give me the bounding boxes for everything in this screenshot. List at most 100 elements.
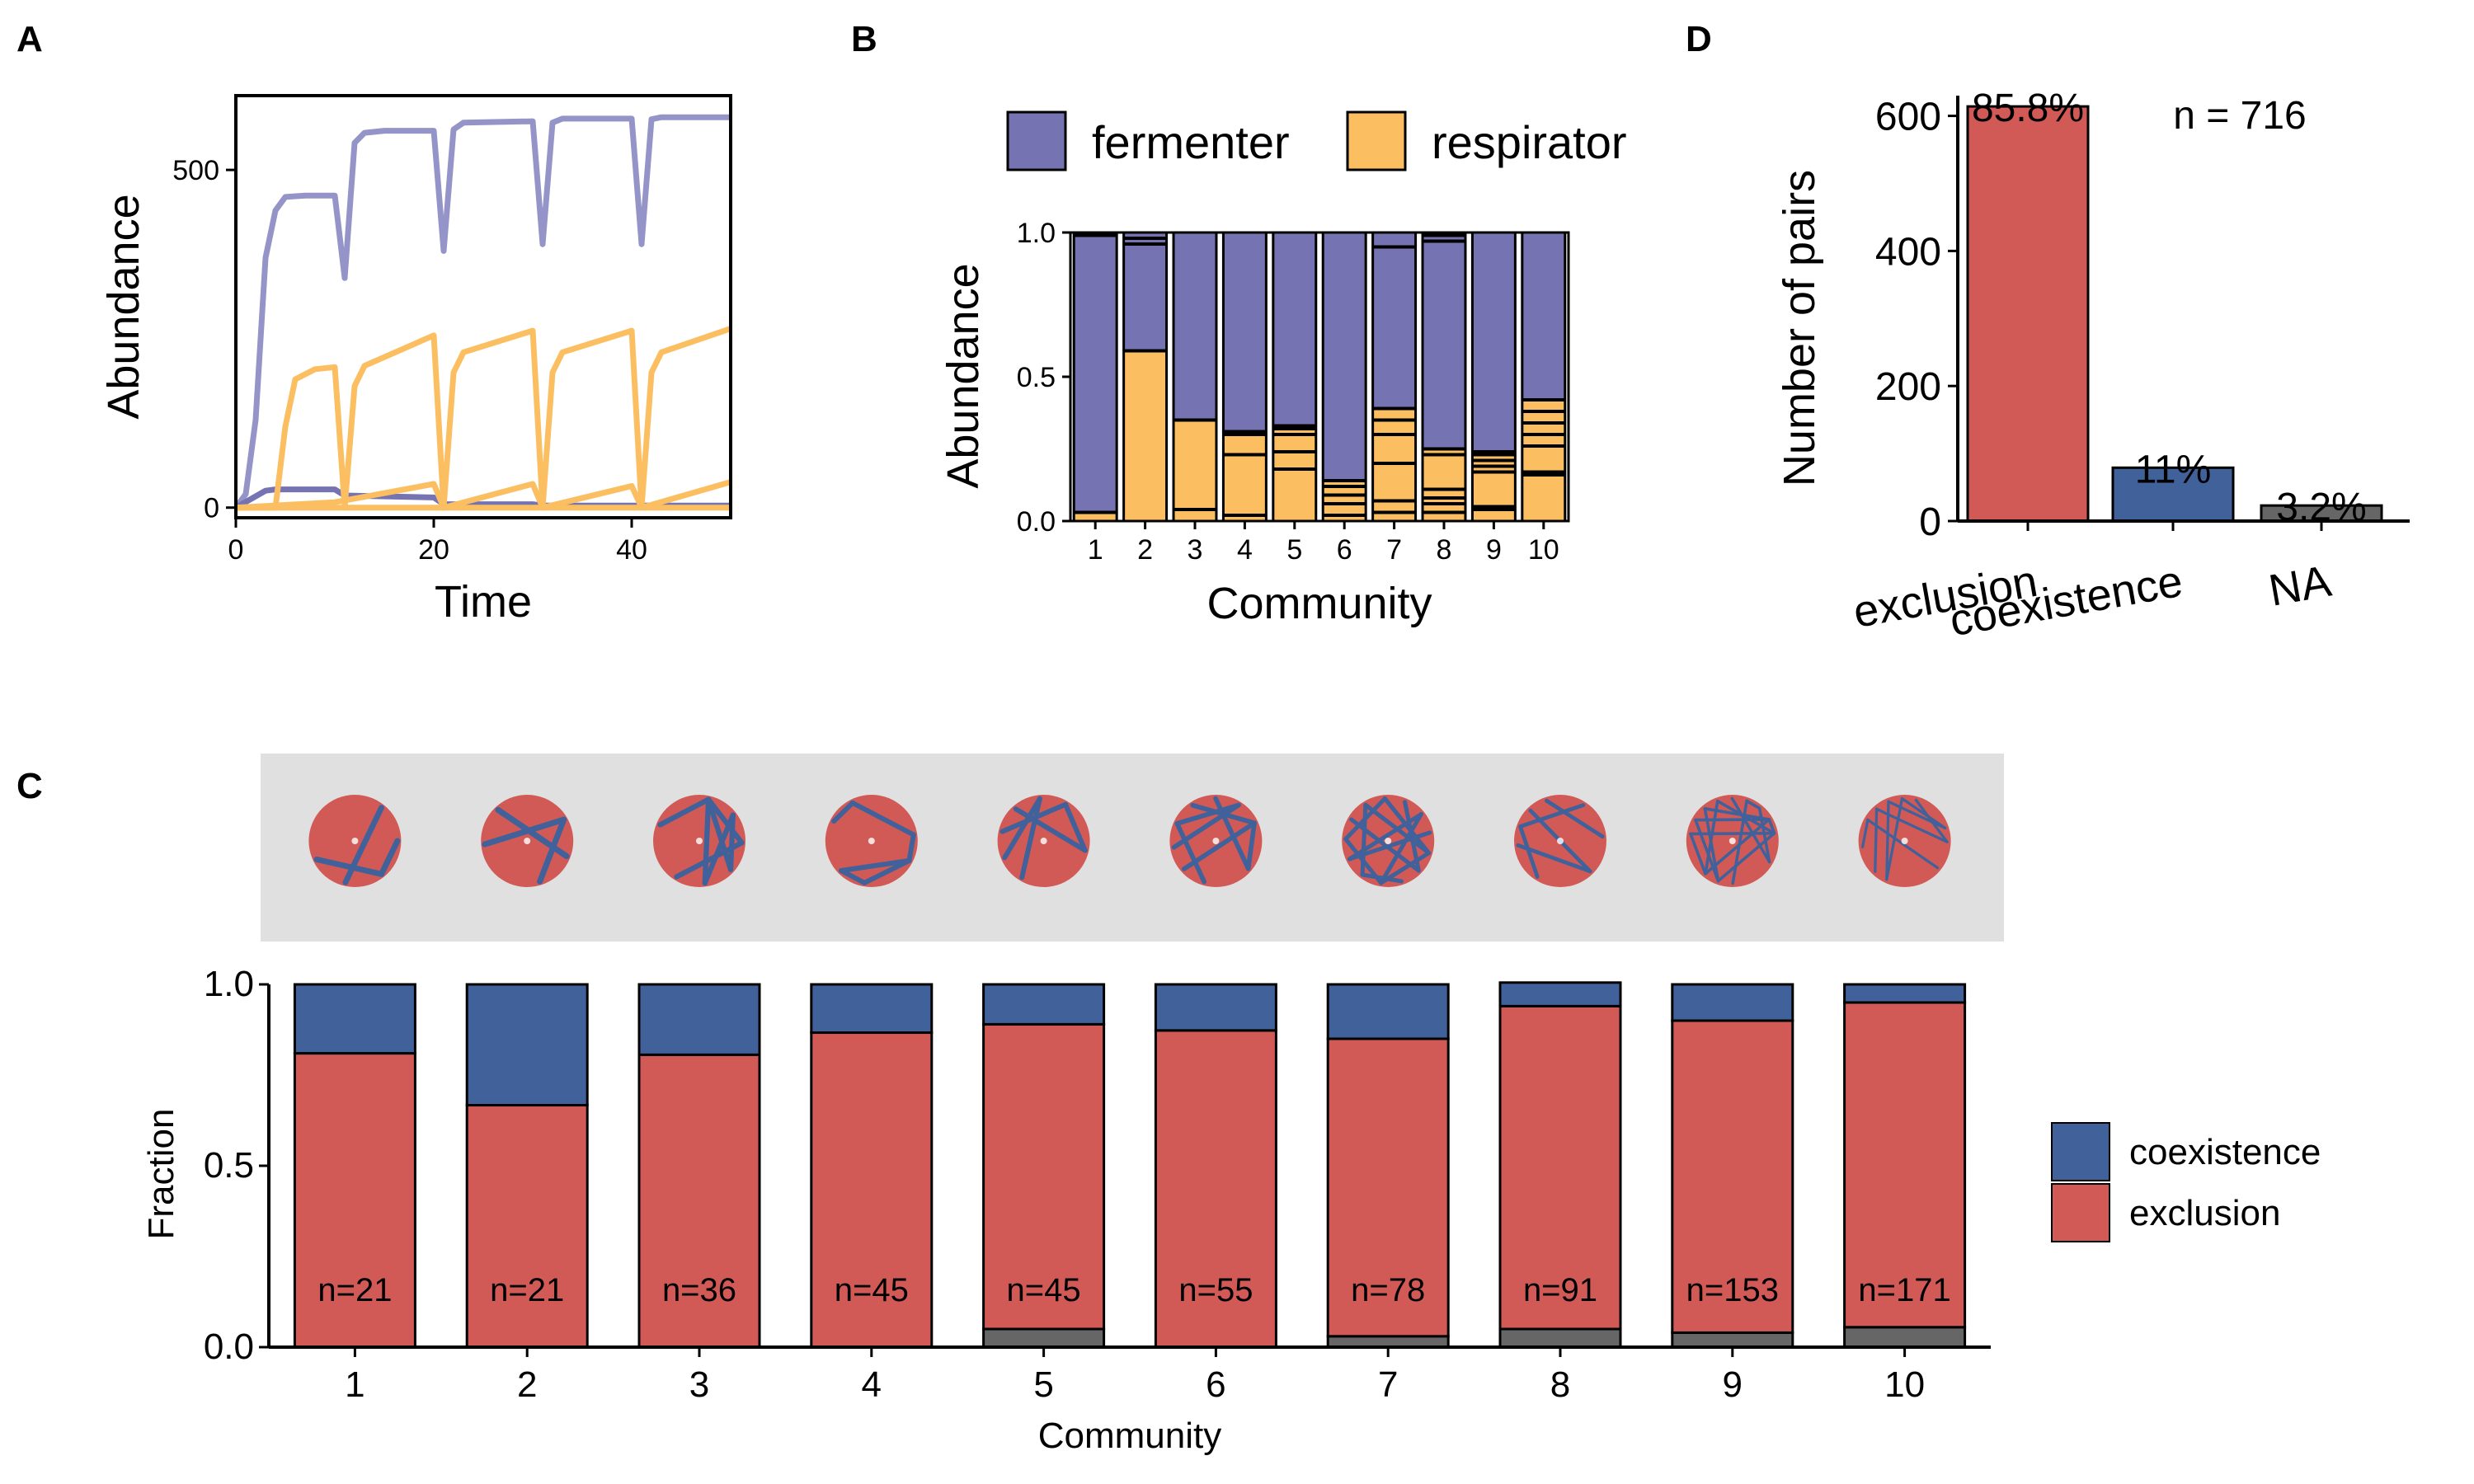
- network-edge-4-1: [862, 857, 912, 885]
- panel-b-bar-fermenter-4: [1223, 232, 1267, 432]
- network-edge-10-8: [1914, 798, 1949, 843]
- legend-swatch-exclusion: [2051, 1183, 2110, 1242]
- panel-d-y-axis-label: Number of pairs: [1775, 170, 1824, 486]
- panel-c-data-label-9: n=153: [1686, 1272, 1779, 1308]
- network-edge-7-5: [1382, 796, 1432, 856]
- panel-c-data-label-10: n=171: [1858, 1272, 1950, 1308]
- network-edge-9-10: [1731, 799, 1748, 885]
- panel-b-x-tick-label-0: 1: [1088, 534, 1103, 566]
- legend-label-respirator: respirator: [1432, 116, 1627, 168]
- panel-b-x-axis-label: Community: [1206, 579, 1432, 628]
- panel-c-bar-2-exclusion: [465, 1104, 589, 1349]
- panel-d-bar-exclusion: [1966, 105, 2090, 523]
- panel-c-bar-5-na: [982, 1327, 1106, 1349]
- panel-c-x-tick-label-8: 9: [1723, 1364, 1743, 1405]
- panel-a-x-tick-label-1: 20: [418, 534, 449, 566]
- panel-c-x-tick-label-1: 2: [517, 1364, 537, 1405]
- panel-c-bar-8-na: [1498, 1327, 1622, 1349]
- network-edge-7-9: [1360, 802, 1368, 877]
- panel-b-bar-fermenter-6: [1323, 232, 1366, 481]
- panel-c-data-label-1: n=21: [317, 1272, 392, 1308]
- network-center-5: [1040, 838, 1047, 844]
- panel-a-x-tick-label-2: 40: [616, 534, 647, 566]
- network-glyph-3: [653, 795, 745, 887]
- panel-d-data-label-1: 11%: [2135, 448, 2212, 491]
- panel-b-chart: fermenter respirator 1 2 3 4 5 6 7 8 9 10 0.0 0.5 1.…: [938, 110, 1627, 628]
- network-edge-3-3: [657, 796, 712, 828]
- panel-c-bar-3-exclusion: [637, 1053, 761, 1349]
- panel-a-y-axis-label: Abundance: [99, 194, 148, 419]
- network-edge-5-0: [1019, 796, 1042, 881]
- panel-b-axes: 1 2 3 4 5 6 7 8 9 10 0.0 0.5 1.0: [1017, 218, 1559, 566]
- panel-d-y-tick-label-2: 400: [1875, 230, 1941, 274]
- panel-c-bar-1-exclusion: [293, 1052, 416, 1349]
- panel-d-x-tick-label-2: NA: [2265, 556, 2335, 616]
- panel-b-bar-respirator-5: [1272, 425, 1316, 521]
- legend-label-fermenter: fermenter: [1092, 116, 1290, 168]
- network-edge-10-6: [1900, 796, 1947, 830]
- panel-c-chart: n=21 n=21 n=36 n=45 n=45 n=55 n=78 n=91 n=153 n=1…: [141, 754, 2321, 1456]
- network-glyph-2: [481, 795, 574, 887]
- panel-b-bar-fermenter-7: [1372, 232, 1416, 409]
- network-edge-1-2: [342, 805, 384, 885]
- panel-label-c: C: [16, 766, 43, 806]
- panel-b-y-tick-label-0: 0.0: [1017, 506, 1056, 538]
- network-edge-2-6: [495, 806, 570, 860]
- panel-a-chart: 0 20 40 0 500 Time Abundance: [99, 94, 732, 627]
- panel-c-x-axis-label: Community: [1038, 1416, 1222, 1456]
- panel-b-x-tick-label-6: 7: [1386, 534, 1402, 566]
- panel-c-x-tick-label-3: 4: [862, 1364, 882, 1405]
- panel-c-data-label-7: n=78: [1351, 1272, 1425, 1308]
- network-center-8: [1557, 838, 1564, 844]
- network-glyph-4: [825, 795, 918, 887]
- network-edge-4-5: [906, 832, 916, 863]
- network-strip: [308, 795, 1951, 887]
- network-edge-8-4: [1545, 798, 1605, 839]
- panel-b-bar-respirator-10: [1522, 400, 1565, 521]
- panel-c-bar-1-coexistence: [293, 983, 416, 1055]
- panel-b-legend: fermenter respirator: [1006, 110, 1627, 171]
- panel-d-bars: 85.8%11%3.2%: [1966, 87, 2383, 529]
- network-edge-6-6: [1174, 821, 1207, 885]
- panel-c-x-tick-label-5: 6: [1206, 1364, 1225, 1405]
- panel-b-y-axis-label: Abundance: [938, 263, 988, 488]
- network-edge-10-7: [1885, 796, 1904, 881]
- legend-label-coexistence: coexistence: [2129, 1132, 2321, 1172]
- panel-a-y-tick-label-0: 0: [204, 493, 219, 524]
- network-edge-6-4: [1213, 796, 1251, 871]
- network-edge-10-5: [1885, 800, 1890, 881]
- network-center-9: [1729, 838, 1736, 844]
- network-glyph-8: [1514, 795, 1606, 887]
- network-edge-4-0: [839, 868, 868, 885]
- network-edge-6-5: [1245, 820, 1257, 871]
- legend-label-exclusion: exclusion: [2129, 1193, 2280, 1233]
- network-edge-8-1: [1518, 803, 1586, 829]
- network-edge-4-4: [849, 800, 916, 838]
- network-edge-5-3: [1013, 806, 1088, 853]
- panel-b-bars: [1072, 231, 1567, 523]
- network-center-3: [696, 838, 703, 844]
- network-edge-1-3: [379, 838, 401, 877]
- network-edge-9-1: [1689, 832, 1707, 876]
- network-edge-3-4: [705, 796, 745, 846]
- panel-c-legend: coexistence exclusion: [2051, 1122, 2321, 1242]
- panel-d-y-tick-label-3: 600: [1875, 96, 1941, 139]
- network-edge-9-6: [1716, 799, 1776, 835]
- network-edge-5-1: [1002, 796, 1042, 861]
- panel-b-bar-respirator-3: [1174, 420, 1216, 521]
- panel-c-bar-7-coexistence: [1326, 983, 1450, 1040]
- panel-c-bar-7-exclusion: [1326, 1037, 1450, 1338]
- network-edge-3-6: [702, 796, 712, 886]
- network-edge-10-1: [1860, 818, 1870, 848]
- panel-c-data-label-5: n=45: [1007, 1272, 1081, 1308]
- panel-b-bar-fermenter-8: [1423, 232, 1465, 449]
- network-center-4: [868, 838, 875, 844]
- panel-c-y-tick-label-1: 0.5: [204, 1145, 254, 1186]
- panel-c-bar-5-coexistence: [982, 983, 1106, 1026]
- panel-a-x-tick-label-0: 0: [228, 534, 244, 566]
- panel-a-axes: 0 20 40 0 500: [172, 155, 647, 566]
- panel-c-bar-10-exclusion: [1843, 1001, 1967, 1329]
- network-center-2: [524, 838, 531, 844]
- legend-swatch-respirator: [1346, 110, 1407, 171]
